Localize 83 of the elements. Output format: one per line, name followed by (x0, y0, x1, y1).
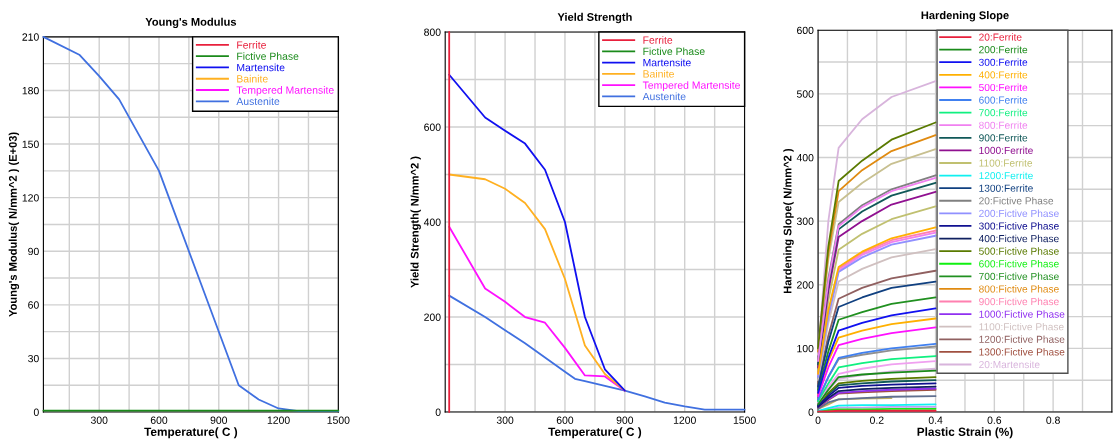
legend-label: 1200:Fictive Phase (979, 335, 1065, 343)
x-tick-label: 300 (496, 416, 514, 424)
y-tick-label: 120 (22, 194, 39, 202)
legend-label: 700:Ferrite (979, 108, 1028, 117)
y-axis-title: Young's Modulus( N/mm^2 ) (E+03) (8, 132, 20, 317)
legend-label: 1000:Fictive Phase (979, 310, 1065, 318)
y-axis-title: Yield Strength( N/mm^2 ) (410, 156, 421, 288)
y-tick-label: 400 (423, 218, 441, 226)
x-tick-label: 1200 (673, 416, 696, 424)
y-tick-label: 0 (33, 408, 39, 416)
x-tick-label: 900 (210, 416, 228, 424)
legend-label: 400:Fictive Phase (978, 234, 1059, 243)
legend-label: 20:Fictive Phase (979, 196, 1054, 205)
legend-label: Ferrite (643, 36, 673, 44)
x-tick-label: 600 (556, 416, 574, 424)
y-tick-label: 200 (797, 281, 814, 289)
y-tick-label: 400 (796, 153, 814, 162)
legend-label: Fictive Phase (237, 52, 299, 60)
legend-label: 600:Fictive Phase (979, 259, 1059, 268)
x-tick-label: 1200 (267, 416, 290, 424)
legend-label: 800:Ferrite (979, 121, 1028, 129)
legend-label: Bainite (643, 69, 674, 78)
legend-label: 900:Fictive Phase (979, 297, 1059, 306)
legend-label: Martensite (643, 58, 691, 67)
y-tick-label: 600 (797, 26, 814, 35)
legend-label: 800:Fictive Phase (979, 285, 1059, 293)
legend-label: 1200:Ferrite (979, 171, 1033, 180)
legend-label: Tempered Martensite (236, 86, 334, 96)
x-tick-label: 0.2 (869, 416, 884, 424)
x-axis-title: Temperature( C ) (548, 427, 642, 439)
y-tick-label: 150 (22, 140, 39, 148)
legend-label: 600:Ferrite (979, 96, 1028, 104)
x-tick-label: 0.8 (1046, 416, 1060, 424)
chart-title: Hardening Slope (921, 11, 1009, 22)
legend-label: 1000:Ferrite (979, 146, 1033, 155)
legend-label: Tempered Martensite (642, 81, 740, 91)
chart-title: Yield Strength (557, 12, 632, 24)
x-tick-label: 600 (150, 416, 168, 424)
y-tick-label: 180 (22, 86, 39, 95)
x-axis-title: Plastic Strain (%) (917, 427, 1013, 439)
legend-label: 500:Ferrite (979, 83, 1028, 92)
y-tick-label: 60 (28, 301, 39, 309)
y-tick-label: 200 (424, 313, 441, 321)
legend-label: Austenite (642, 92, 686, 101)
x-tick-label: 0 (815, 416, 821, 424)
y-tick-label: 800 (424, 28, 441, 36)
legend-label: 20:Martensite (979, 360, 1040, 369)
legend-label: 200:Fictive Phase (979, 209, 1059, 217)
x-tick-label: 0.6 (987, 416, 1002, 424)
legend-label: 500:Fictive Phase (979, 247, 1059, 255)
legend-label: 900:Ferrite (979, 133, 1028, 142)
y-tick-label: 0 (435, 408, 441, 416)
legend-label: Martensite (237, 63, 285, 72)
y-tick-label: 100 (797, 344, 814, 353)
legend-label: Austenite (236, 97, 280, 106)
legend-label: 20:Ferrite (979, 33, 1022, 41)
legend-label: 1300:Ferrite (979, 184, 1033, 192)
x-tick-label: 300 (90, 416, 108, 424)
legend-label: Ferrite (237, 41, 266, 49)
x-tick-label: 0.4 (928, 416, 943, 424)
legend-label: 700:Fictive Phase (979, 272, 1059, 280)
y-tick-label: 90 (28, 247, 39, 256)
y-tick-label: 600 (424, 123, 441, 131)
legend-label: 300:Ferrite (979, 58, 1028, 66)
legend-label: Fictive Phase (643, 47, 705, 56)
legend-label: 1100:Ferrite (979, 159, 1033, 167)
y-tick-label: 300 (796, 217, 814, 225)
legend-label: 1300:Fictive Phase (979, 348, 1065, 356)
x-tick-label: 900 (616, 416, 634, 424)
y-tick-label: 210 (22, 33, 39, 41)
y-tick-label: 0 (808, 408, 814, 416)
legend-label: 300:Fictive Phase (979, 222, 1059, 230)
y-tick-label: 30 (28, 354, 39, 363)
legend-label: 200:Ferrite (979, 45, 1028, 54)
legend-label: 1100:Fictive Phase (979, 322, 1064, 331)
y-axis-title: Hardening Slope( N/mm^2 ) (783, 148, 794, 294)
x-axis-title: Temperature( C ) (144, 427, 238, 439)
x-tick-label: 1500 (327, 416, 350, 424)
legend-label: Bainite (237, 74, 268, 83)
chart-title: Young's Modulus (145, 17, 237, 29)
y-tick-label: 500 (796, 90, 814, 98)
legend-label: 400:Ferrite (978, 71, 1028, 79)
x-tick-label: 1500 (733, 416, 756, 424)
